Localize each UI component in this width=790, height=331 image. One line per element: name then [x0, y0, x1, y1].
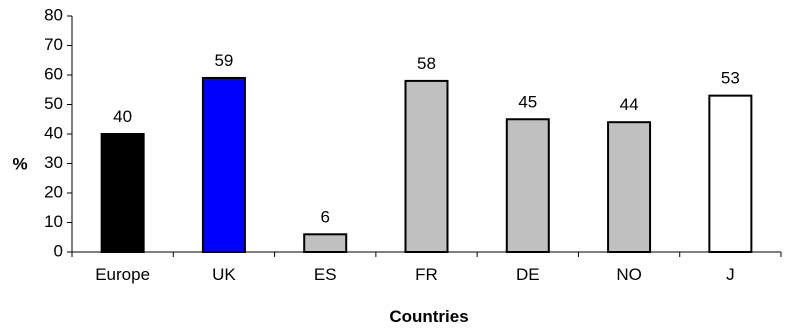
y-tick-label: 40 [44, 123, 63, 142]
bar-uk [201, 76, 246, 253]
y-tick-label: 50 [44, 94, 63, 113]
data-label: 53 [721, 69, 740, 88]
data-label: 6 [320, 207, 329, 226]
bar-fr [404, 79, 449, 254]
data-label: 59 [214, 51, 233, 70]
data-label: 44 [620, 95, 639, 114]
x-tick-label: Europe [95, 265, 150, 284]
y-tick-label: 60 [44, 64, 63, 83]
label-layer: 0 10 20 30 40 50 60 70 80 40 Europe 59 UK 6 ES 58 FR 45 DE… [44, 5, 740, 284]
x-tick-label: NO [616, 265, 642, 284]
x-tick-label: ES [314, 265, 337, 284]
y-tick-label: 10 [44, 212, 63, 231]
bar-es [303, 233, 348, 254]
data-label: 45 [518, 92, 537, 111]
x-tick-label: UK [212, 265, 236, 284]
x-axis-title: Countries [389, 307, 468, 326]
bar-j [708, 94, 753, 254]
y-tick-label: 80 [44, 5, 63, 24]
data-label: 58 [417, 54, 436, 73]
data-label: 40 [113, 107, 132, 126]
y-tick-label: 30 [44, 153, 63, 172]
x-tick-label: J [726, 265, 735, 284]
y-tick-label: 0 [54, 241, 63, 260]
x-tick-label: DE [516, 265, 540, 284]
y-tick-label: 70 [44, 35, 63, 54]
y-axis-title: % [12, 154, 27, 173]
bar-europe [100, 133, 145, 253]
bar-de [505, 118, 550, 253]
bar-series [100, 76, 753, 254]
y-tick-label: 20 [44, 182, 63, 201]
x-tick-label: FR [415, 265, 438, 284]
bar-no [607, 121, 652, 253]
